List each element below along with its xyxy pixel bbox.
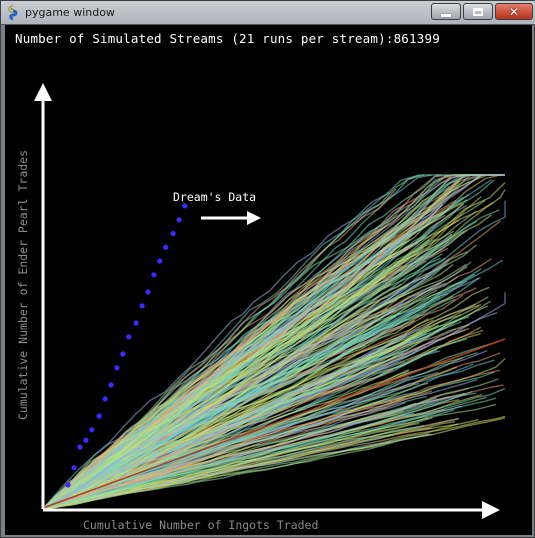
maximize-icon [473, 7, 483, 16]
stream-count-label: Number of Simulated Streams (21 runs per… [15, 31, 394, 46]
y-axis-arrow-icon [34, 83, 52, 101]
dream-data-point [114, 365, 120, 371]
pygame-canvas[interactable]: Number of Simulated Streams (21 runs per… [5, 25, 532, 535]
simulated-stream-line [42, 416, 429, 510]
simulated-stream-line [42, 378, 499, 510]
minimize-icon [441, 13, 451, 17]
dream-data-point [108, 382, 114, 388]
dream-data-point [170, 230, 176, 237]
trend-line [42, 338, 506, 509]
axes [34, 83, 500, 519]
dream-data-point [96, 413, 102, 419]
y-axis-label: Cumulative Number of Ender Pearl Trades [16, 149, 30, 420]
dream-data-point [71, 465, 77, 471]
dream-data-point [151, 272, 157, 278]
dream-data-point [65, 482, 71, 488]
annotation-arrow-icon [247, 211, 261, 225]
dream-data-point [83, 437, 89, 443]
dream-data-annotation: Dream's Data [173, 190, 257, 204]
dream-data-point [120, 351, 126, 357]
simulation-plot [34, 83, 506, 519]
maximize-button[interactable] [463, 3, 493, 20]
simulated-stream-line [42, 286, 490, 510]
simulated-stream-line [42, 397, 406, 510]
annotation-arrow [201, 211, 261, 225]
simulated-stream-line [42, 433, 433, 510]
dream-data-point [182, 203, 188, 209]
close-icon: ✕ [508, 4, 520, 19]
simulated-stream-line [42, 174, 484, 510]
dream-data-points [65, 203, 188, 488]
title-bar[interactable]: pygame window ✕ [1, 1, 535, 25]
stream-count-header: Number of Simulated Streams (21 runs per… [15, 31, 440, 46]
dream-data-point [157, 258, 163, 264]
simulated-stream-line [42, 397, 438, 510]
simulated-stream-line [42, 240, 404, 510]
window-title: pygame window [25, 6, 115, 19]
simulated-stream-line [42, 174, 470, 510]
simulated-stream-line [42, 327, 470, 510]
x-axis-arrow-icon [482, 501, 500, 519]
simulated-stream-line [42, 282, 447, 510]
simulated-stream-line [42, 174, 480, 510]
simulated-stream-line [42, 222, 438, 510]
simulated-stream-line [42, 182, 506, 510]
pygame-snake-icon [8, 5, 18, 21]
dream-data-point [89, 427, 95, 433]
simulated-stream-line [42, 195, 482, 510]
simulated-stream-line [42, 433, 430, 510]
dream-data-point [133, 320, 139, 326]
simulated-stream-line [42, 321, 462, 510]
dream-data-point [102, 396, 108, 402]
simulated-stream-line [42, 238, 411, 510]
dream-data-point [176, 217, 182, 223]
dream-data-point [126, 334, 132, 340]
simulated-stream-line [42, 333, 408, 510]
dream-data-point [77, 444, 83, 450]
x-axis-label: Cumulative Number of Ingots Traded [83, 518, 319, 532]
dream-data-point [163, 244, 169, 250]
simulated-streams [42, 174, 506, 510]
minimize-button[interactable] [431, 3, 461, 20]
dream-data-point [145, 289, 151, 295]
simulated-stream-line [42, 387, 506, 510]
close-button[interactable]: ✕ [495, 3, 533, 20]
stream-count-value: 861399 [393, 31, 440, 46]
dream-data-point [139, 303, 145, 309]
